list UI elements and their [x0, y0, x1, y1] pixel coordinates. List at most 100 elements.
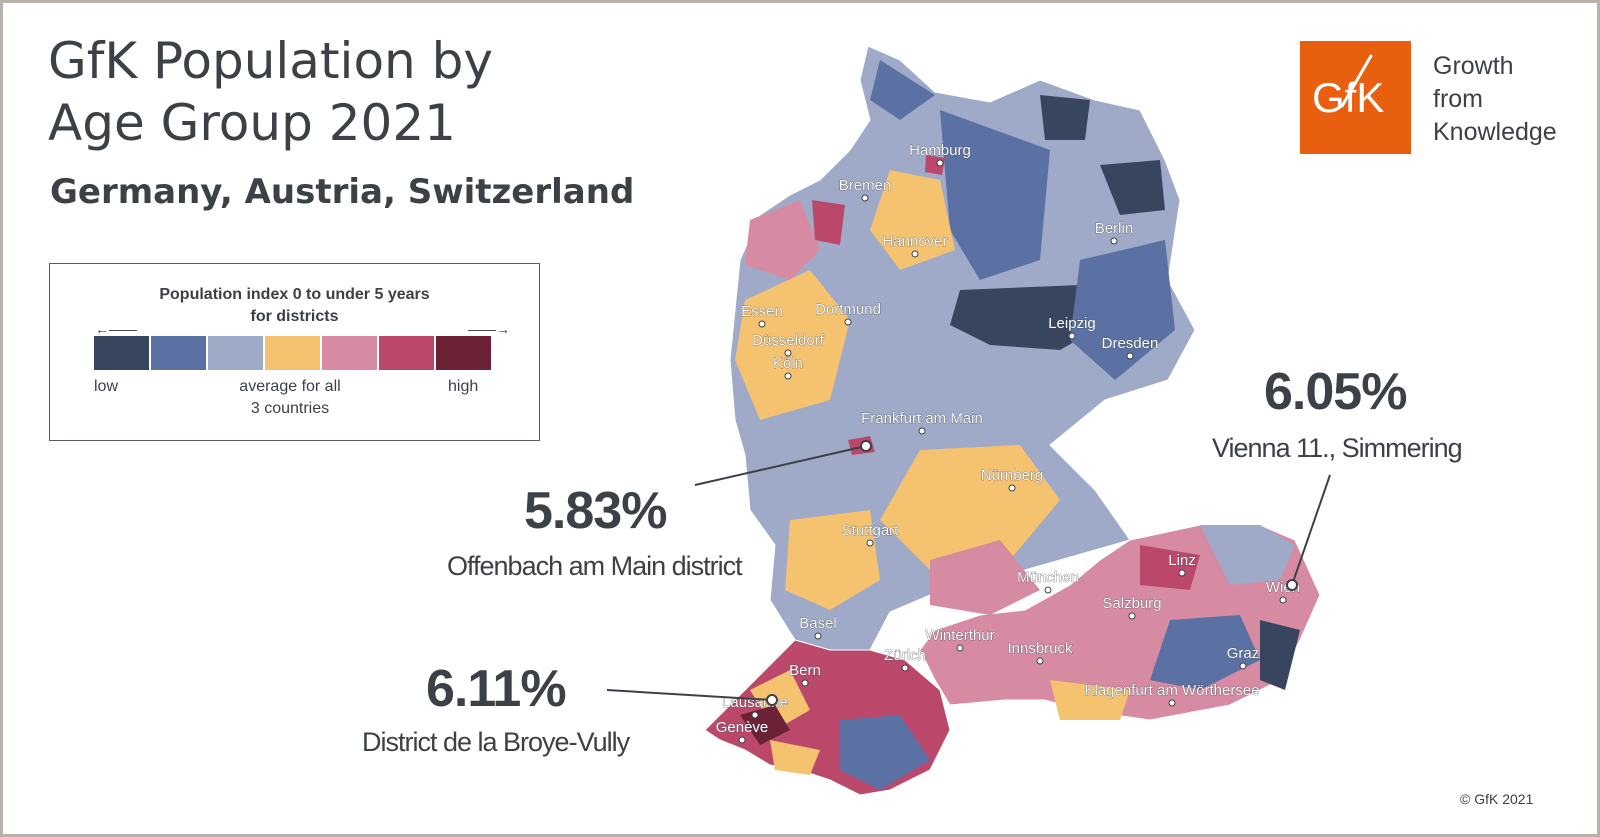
- city-marker: [861, 194, 869, 202]
- callout-dot-vienna: [1286, 579, 1298, 591]
- legend-average-line-1: average for all: [239, 378, 341, 395]
- city-marker: [1128, 612, 1136, 620]
- district-patch: [1100, 160, 1165, 215]
- district-patch: [1150, 615, 1260, 690]
- tagline-line-1: Growth: [1433, 52, 1514, 80]
- district-patch: [870, 60, 935, 120]
- city-label: Berlin: [1095, 220, 1133, 237]
- district-patch: [950, 285, 1095, 350]
- city-label: Salzburg: [1102, 595, 1161, 612]
- city-label: Genève: [716, 719, 769, 736]
- district-patch: [1140, 545, 1200, 590]
- arrow-left-icon: ←――: [95, 321, 137, 337]
- city-label: Hamburg: [909, 142, 971, 159]
- city-label: Bern: [789, 662, 821, 679]
- city-label: Stuttgart: [842, 522, 900, 539]
- city-labels: Hamburg Bremen Hannover Berlin Essen Dortmund…: [715, 142, 1300, 744]
- callout-value-vienna: 6.05%: [1264, 363, 1407, 421]
- city-marker: [1239, 662, 1247, 670]
- city-marker: [751, 711, 759, 719]
- district-patches: [735, 60, 1300, 790]
- tagline-line-3: Knowledge: [1433, 118, 1557, 146]
- district-patch: [770, 740, 820, 775]
- legend-swatch: [265, 336, 320, 370]
- city-marker: [1044, 586, 1052, 594]
- callout-lines: [606, 440, 1331, 706]
- callout-dot-broye: [766, 694, 778, 706]
- callout-value-offenbach: 5.83%: [524, 482, 667, 540]
- district-patch: [940, 110, 1050, 280]
- district-patch: [840, 715, 930, 790]
- city-label: Basel: [799, 615, 837, 632]
- city-label: Frankfurt am Main: [861, 410, 983, 427]
- title-line-1: GfK Population by: [48, 32, 493, 90]
- city-label: Linz: [1168, 552, 1196, 569]
- city-label: Graz: [1227, 645, 1260, 662]
- city-marker: [1008, 484, 1016, 492]
- legend-swatches: [94, 336, 493, 370]
- city-label: Klagenfurt am Wörthersee: [1084, 682, 1259, 699]
- legend-title-line-2: for districts: [250, 308, 339, 325]
- city-label: Dortmund: [815, 301, 881, 318]
- city-marker: [956, 644, 964, 652]
- legend-swatch: [379, 336, 434, 370]
- city-marker: [1068, 332, 1076, 340]
- callout-line-vienna: [1291, 474, 1331, 586]
- legend-low-label: low: [94, 378, 119, 395]
- legend-title-line-1: Population index 0 to under 5 years: [159, 286, 430, 303]
- city-marker: [918, 427, 926, 435]
- city-label: Zürich: [884, 647, 926, 664]
- city-marker: [1178, 569, 1186, 577]
- district-patch: [1070, 240, 1175, 380]
- legend-title: Population index 0 to under 5 years for …: [50, 284, 539, 328]
- district-patch: [785, 510, 880, 610]
- city-marker: [1126, 352, 1134, 360]
- city-marker: [866, 539, 874, 547]
- city-marker: [784, 372, 792, 380]
- district-patch: [1260, 620, 1300, 690]
- district-patch: [1050, 680, 1130, 720]
- city-marker: [936, 159, 944, 167]
- tagline-line-2: from: [1433, 85, 1483, 113]
- city-label: Bremen: [839, 177, 892, 194]
- callout-value-broye: 6.11%: [426, 660, 567, 718]
- district-patch: [870, 170, 955, 270]
- arrow-right-icon: ――→: [468, 321, 510, 337]
- city-label: Nürnberg: [981, 467, 1044, 484]
- legend-swatch: [94, 336, 149, 370]
- callout-line-offenbach: [694, 445, 867, 486]
- city-marker: [1279, 596, 1287, 604]
- logo-tagline: Growth from Knowledge: [1433, 50, 1557, 149]
- legend-swatch: [436, 336, 491, 370]
- city-label: Winterthur: [925, 627, 994, 644]
- callout-name-vienna: Vienna 11., Simmering: [1212, 433, 1463, 463]
- legend-average-label: average for all 3 countries: [220, 376, 360, 420]
- district-patch: [735, 270, 850, 420]
- district-patch: [1040, 95, 1090, 140]
- district-patch: [880, 445, 1060, 570]
- legend-swatch: [208, 336, 263, 370]
- copyright: © GfK 2021: [1460, 791, 1534, 807]
- legend-swatch: [322, 336, 377, 370]
- legend: Population index 0 to under 5 years for …: [49, 263, 540, 441]
- city-label: München: [1017, 569, 1079, 586]
- city-label: Innsbruck: [1007, 640, 1073, 657]
- city-label: Hannover: [882, 233, 947, 250]
- city-marker: [911, 250, 919, 258]
- district-patch: [812, 200, 845, 245]
- callout-line-broye: [606, 689, 773, 701]
- city-marker: [901, 664, 909, 672]
- page-subtitle: Germany, Austria, Switzerland: [50, 172, 635, 212]
- city-marker: [844, 318, 852, 326]
- city-label: Lausanne: [722, 694, 788, 711]
- district-patch: [930, 540, 1040, 615]
- city-label: Leipzig: [1048, 315, 1096, 332]
- legend-swatch: [151, 336, 206, 370]
- city-marker: [758, 320, 766, 328]
- title-line-2: Age Group 2021: [48, 94, 456, 152]
- legend-high-label: high: [448, 378, 479, 395]
- page-title: GfK Population by Age Group 2021: [48, 30, 493, 154]
- city-label: Köln: [773, 355, 803, 372]
- callout-name-offenbach: Offenbach am Main district: [447, 551, 743, 581]
